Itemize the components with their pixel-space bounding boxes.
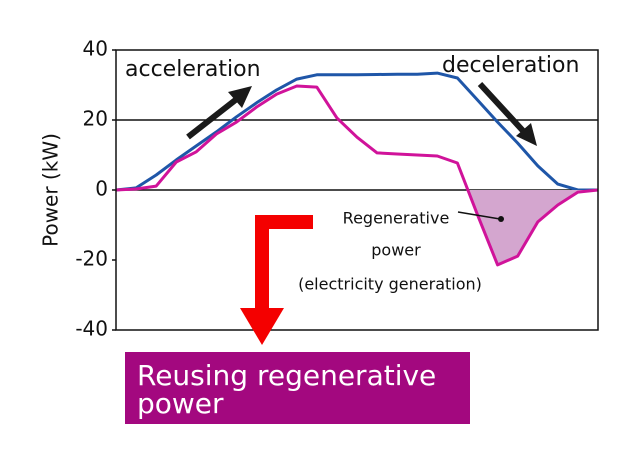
arrow [477,81,528,136]
annotation: acceleration [125,57,261,82]
y-axis-label: Power (kW) [39,133,63,247]
y-tick-label: 0 [95,177,108,201]
y-tick-label: 40 [83,37,108,61]
annotation: (electricity generation) [298,275,482,294]
arrow-head [228,86,252,108]
callout-box [125,352,470,424]
callout-text: power [137,387,224,420]
y-tick-label: -40 [75,317,108,341]
annotation: deceleration [442,53,579,78]
pointer [457,211,501,220]
y-tick-label: -20 [75,247,108,271]
series-line [115,71,598,192]
annotation: Regenerative [343,209,450,228]
series-line [115,84,599,267]
y-tick-label: 20 [83,107,108,131]
arrow-head [516,123,537,146]
arrow [186,95,240,140]
callout-text: Reusing regenerative [137,359,436,392]
pointer-dot [498,216,504,222]
red-arrow-head [240,308,284,345]
regen-area [116,190,598,265]
red-arrow [255,215,313,312]
annotation: power [371,241,421,260]
